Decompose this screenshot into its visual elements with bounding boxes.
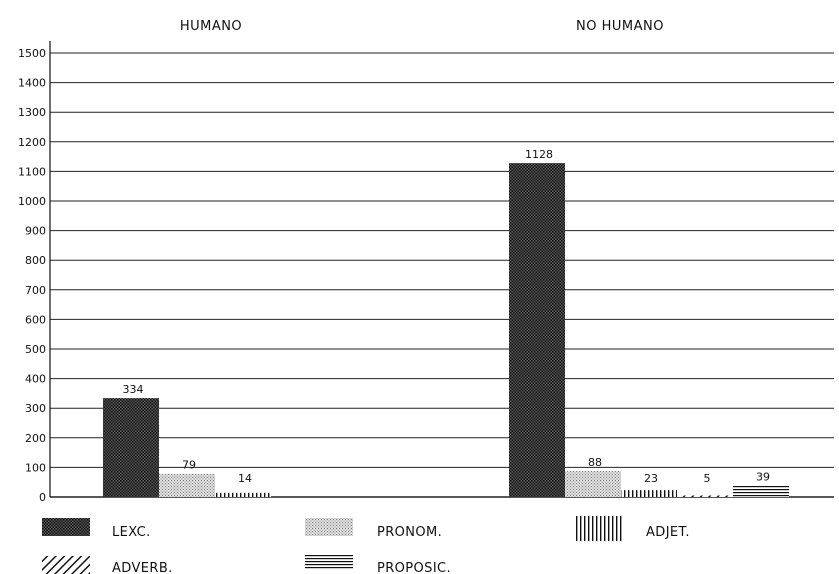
legend-label: ADVERB. (112, 561, 173, 574)
data-label: 334 (123, 383, 144, 396)
legend-label: PROPOSIC. (377, 561, 451, 574)
bars (103, 163, 789, 497)
legend-swatch (305, 555, 353, 570)
bar-proposic (733, 485, 789, 497)
y-tick-label: 300 (25, 402, 46, 415)
bar-lexc (103, 398, 159, 497)
y-tick-label: 1500 (18, 47, 46, 60)
data-label: 23 (644, 472, 658, 485)
data-label: 39 (756, 470, 770, 483)
data-labels: 334 1128 79 88 14 23 5 39 (123, 148, 771, 485)
y-tick-label: 1200 (18, 136, 46, 149)
y-tick-label: 900 (25, 225, 46, 238)
y-tick-label: 700 (25, 284, 46, 297)
bar-pronom (565, 470, 621, 497)
legend-swatch (305, 518, 353, 536)
data-label: 5 (704, 472, 711, 485)
data-label: 79 (182, 459, 196, 472)
data-label: 88 (588, 456, 602, 469)
y-tick-label: 1000 (18, 195, 46, 208)
y-tick-label: 500 (25, 343, 46, 356)
y-tick-label: 800 (25, 254, 46, 267)
y-tick-label: 600 (25, 313, 46, 326)
y-tick-label: 100 (25, 461, 46, 474)
data-label: 14 (238, 472, 252, 485)
y-tick-label: 200 (25, 432, 46, 445)
y-axis-ticks: 0 100 200 300 400 500 600 700 800 900 1000 1100 1200… (18, 47, 46, 504)
legend-label: LEXC. (112, 525, 151, 540)
legend-label: PRONOM. (377, 525, 442, 540)
y-tick-label: 400 (25, 373, 46, 386)
bar-adverb (677, 495, 733, 497)
legend-swatch (42, 556, 90, 574)
y-tick-label: 1400 (18, 77, 46, 90)
legend-label: ADJET. (646, 525, 690, 540)
legend-swatch (42, 518, 90, 536)
legend: LEXC. PRONOM. ADJET. ADVERB. PROPOSIC. (42, 516, 690, 574)
y-tick-label: 1300 (18, 106, 46, 119)
y-tick-label: 0 (39, 491, 46, 504)
data-label: 1128 (525, 148, 553, 161)
bar-pronom (159, 473, 215, 497)
gridlines (49, 41, 834, 498)
group-label: HUMANO (180, 19, 242, 34)
bar-adjet (621, 490, 677, 497)
group-label: NO HUMANO (576, 19, 664, 34)
group-labels: HUMANO NO HUMANO (180, 19, 664, 34)
y-tick-label: 1100 (18, 165, 46, 178)
bar-adjet (215, 492, 271, 497)
bar-lexc (509, 163, 565, 497)
legend-swatch (576, 516, 624, 541)
